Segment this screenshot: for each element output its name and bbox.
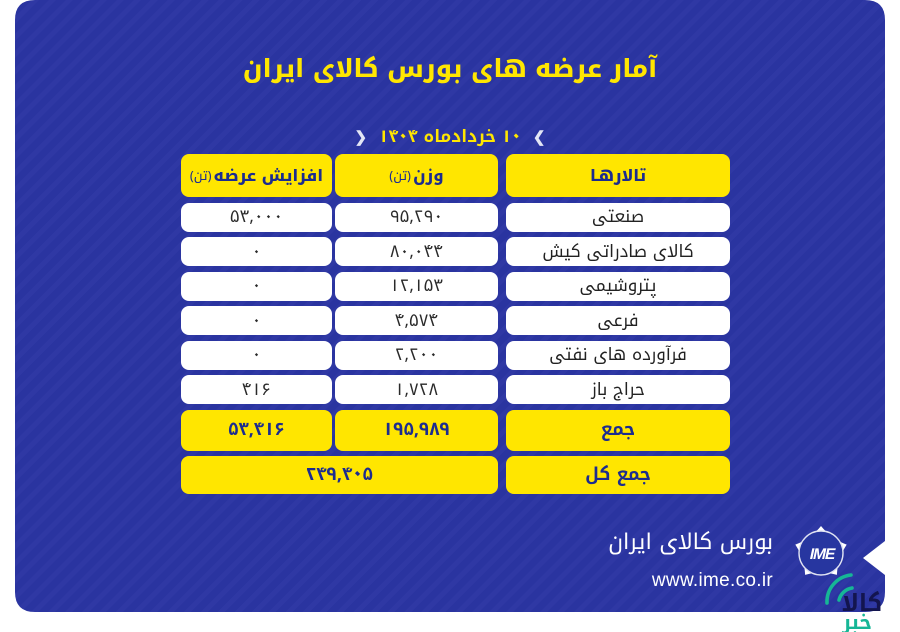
svg-text:خبر: خبر — [841, 604, 872, 632]
svg-text:IME: IME — [808, 546, 837, 563]
